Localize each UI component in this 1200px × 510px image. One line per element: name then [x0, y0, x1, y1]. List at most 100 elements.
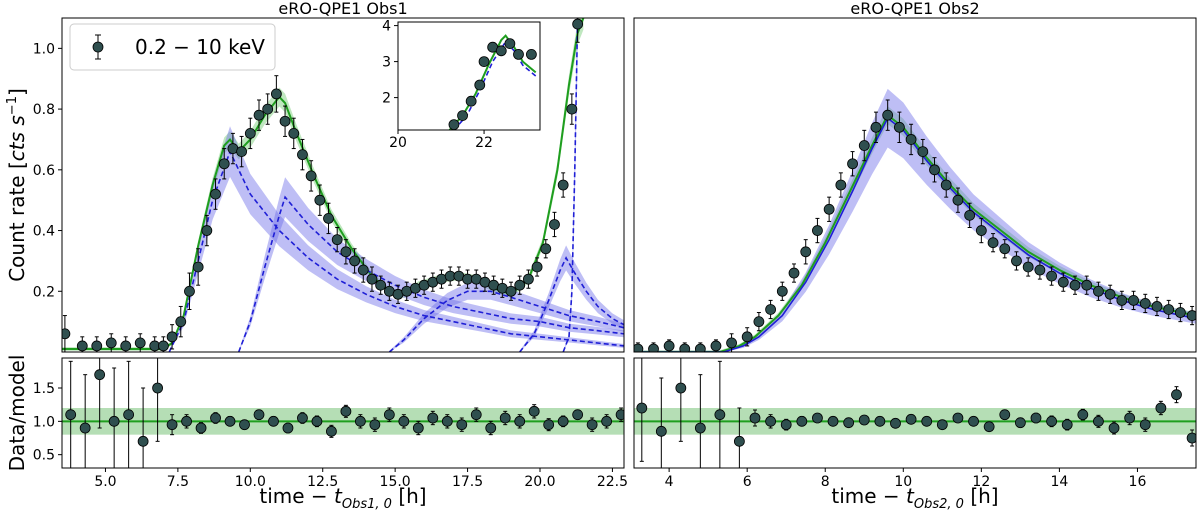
data-point	[1011, 255, 1022, 267]
data-point	[366, 273, 378, 285]
x-tick-label: 16	[1129, 474, 1147, 490]
plot-area	[62, 18, 624, 352]
data-point	[531, 261, 543, 273]
data-point	[1104, 288, 1116, 300]
data-point	[279, 115, 291, 127]
data-point	[465, 95, 477, 107]
data-point	[134, 337, 146, 349]
legend-box	[69, 23, 276, 71]
data-point	[253, 109, 265, 121]
data-point	[528, 405, 540, 417]
data-point	[514, 279, 526, 291]
data-point	[326, 425, 337, 437]
data-point	[253, 409, 265, 421]
plot-background	[634, 18, 1196, 352]
data-point	[323, 212, 334, 224]
data-point	[1014, 417, 1026, 429]
model-component-line	[237, 195, 624, 352]
data-point	[1022, 261, 1034, 273]
data-point	[655, 425, 667, 437]
model-component-line	[388, 290, 624, 352]
data-point	[921, 415, 933, 427]
data-point	[870, 121, 882, 133]
data-point	[499, 412, 511, 424]
data-point	[952, 194, 964, 206]
component-uncertainty-band	[169, 126, 624, 352]
data-point	[753, 316, 765, 328]
data-point	[514, 415, 526, 427]
data-point	[495, 45, 507, 57]
data-point	[311, 415, 323, 427]
x-tick-label: 7.5	[167, 474, 189, 490]
data-point	[1155, 402, 1167, 414]
y-tick-label: 1.0	[33, 414, 55, 430]
x-tick-label: 22.5	[597, 474, 628, 490]
data-point	[788, 267, 800, 279]
x-tick-label: 20	[389, 135, 407, 151]
data-point	[383, 409, 395, 421]
data-point	[636, 402, 648, 414]
data-point	[929, 164, 940, 176]
data-point	[741, 331, 753, 343]
plot-background	[398, 22, 540, 130]
data-point	[354, 415, 366, 427]
data-point	[1046, 415, 1057, 427]
data-point	[166, 331, 178, 343]
x-tick-label: 15.0	[380, 474, 411, 490]
data-point	[76, 340, 88, 352]
data-point	[776, 285, 788, 297]
data-point	[1030, 412, 1042, 424]
data-point	[262, 103, 274, 115]
data-point	[79, 422, 91, 434]
x-tick-label: 14	[1050, 474, 1068, 490]
y-tick-label: 3	[382, 55, 391, 71]
data-point	[557, 415, 569, 427]
y-tick-label: 1.0	[33, 41, 55, 57]
data-point	[694, 422, 706, 434]
x-tick-label: 10.0	[235, 474, 266, 490]
data-point	[244, 127, 256, 139]
data-point	[858, 414, 870, 426]
y-tick-label: 0.2	[33, 284, 55, 300]
data-point	[827, 415, 839, 427]
data-point	[340, 246, 352, 258]
y-tick-label: 0.8	[33, 102, 55, 118]
data-point	[1108, 422, 1120, 434]
data-point	[882, 109, 894, 121]
data-point	[964, 209, 976, 221]
plot-background	[634, 358, 1196, 468]
data-point	[456, 419, 468, 431]
y-axis-label-count-rate: Count rate [cts s−1]	[5, 88, 29, 282]
legend-label: 0.2 − 10 keV	[135, 35, 265, 59]
data-point	[314, 194, 326, 206]
data-point	[65, 409, 77, 421]
data-point	[448, 119, 460, 130]
data-point	[890, 417, 901, 429]
data-point	[1139, 298, 1151, 309]
data-point	[1124, 412, 1136, 424]
data-point	[349, 255, 360, 267]
obs1-title: eRO-QPE1 Obs1	[278, 0, 407, 18]
data-point	[1081, 279, 1093, 291]
data-point	[474, 79, 486, 91]
data-point	[1128, 294, 1139, 306]
x-tick-label: 10	[894, 474, 912, 490]
data-point	[201, 225, 213, 236]
data-point	[796, 415, 808, 427]
data-point	[441, 415, 453, 427]
data-point	[470, 409, 482, 421]
data-point	[369, 419, 381, 431]
data-point	[634, 343, 644, 352]
data-point	[270, 88, 282, 100]
axes-frame	[61, 17, 625, 353]
plot-area	[448, 34, 537, 130]
data-point	[1061, 419, 1073, 431]
data-point	[952, 412, 964, 424]
data-point	[557, 179, 569, 191]
y-tick-label: 2	[382, 91, 391, 107]
data-point	[195, 422, 207, 434]
data-point	[987, 237, 999, 249]
data-point	[224, 415, 236, 427]
data-point	[1093, 285, 1104, 297]
